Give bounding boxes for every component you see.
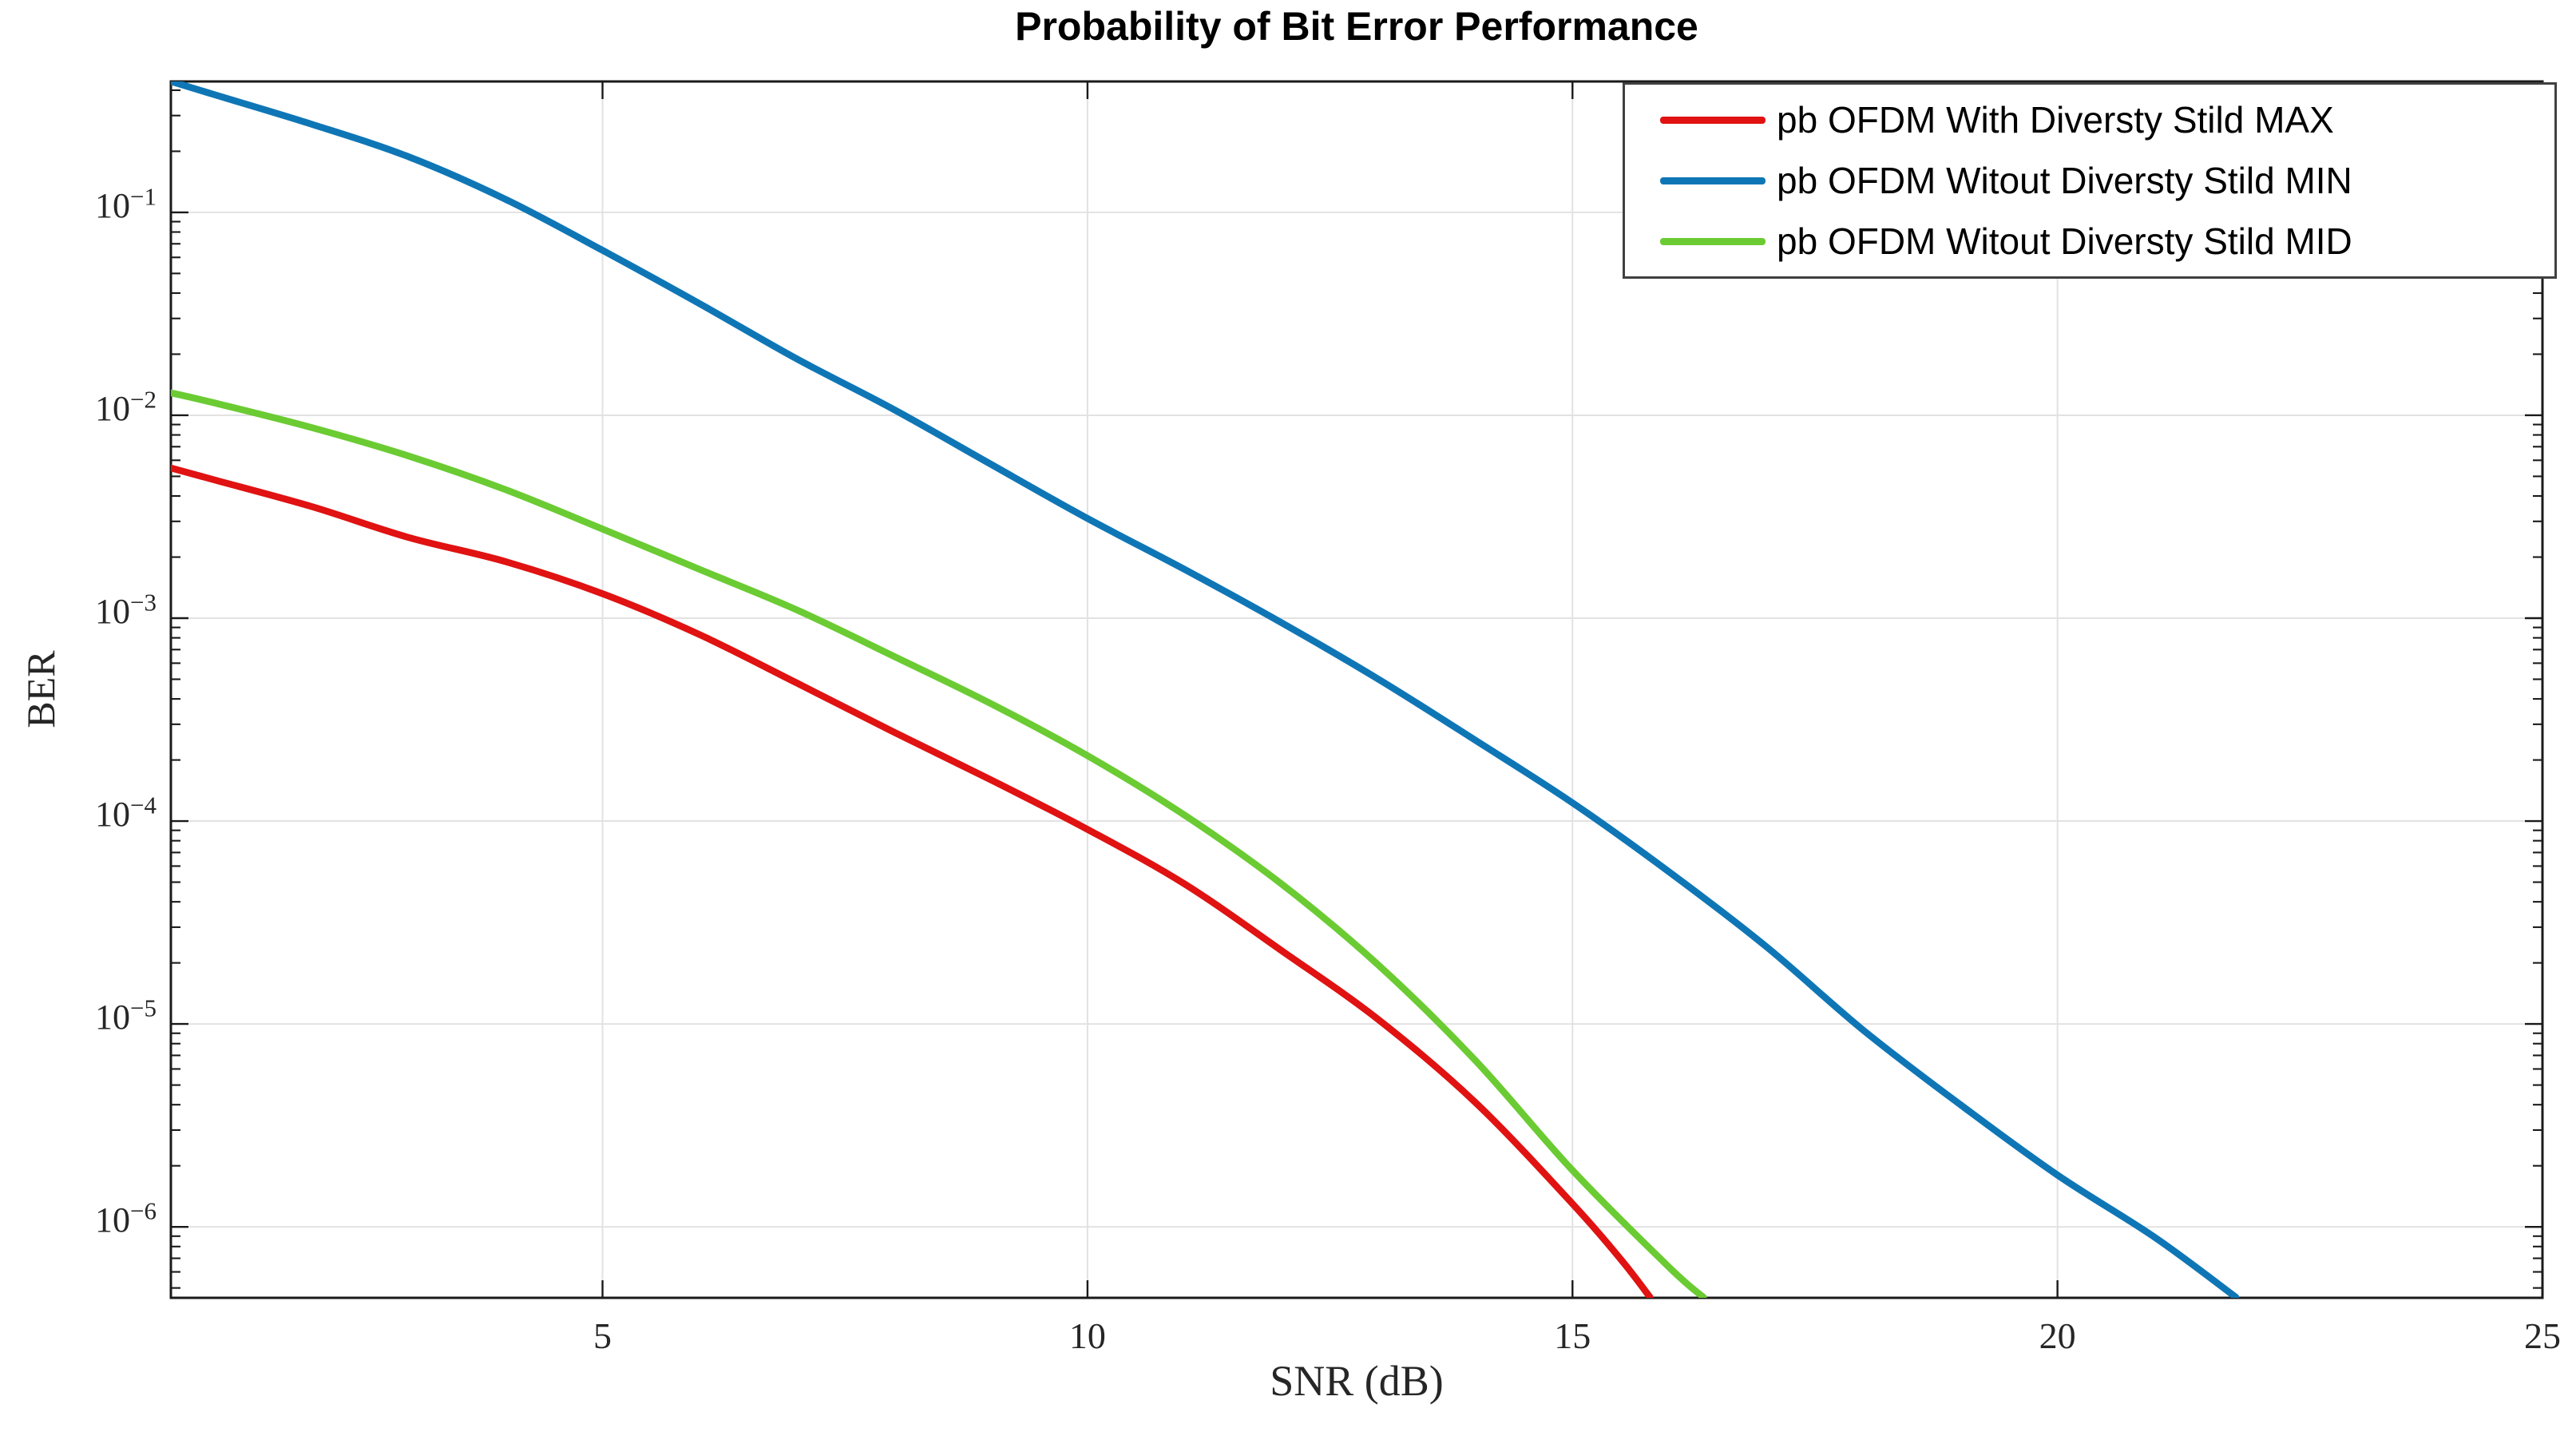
legend-label: pb OFDM Witout Diversty Stild MIN [1777, 160, 2352, 201]
x-tick-label: 20 [2039, 1315, 2076, 1356]
y-tick-label: 10−1 [95, 182, 157, 225]
x-tick-label: 15 [1554, 1315, 1591, 1356]
y-axis-label: BER [18, 650, 63, 728]
y-tick-label: 10−6 [95, 1196, 157, 1240]
legend-label: pb OFDM With Diversty Stild MAX [1777, 99, 2334, 141]
chart-title: Probability of Bit Error Performance [1015, 4, 1698, 49]
legend-item: pb OFDM With Diversty Stild MAX [1660, 90, 2554, 149]
y-tick-label: 10−4 [95, 791, 157, 835]
x-tick-label: 5 [593, 1315, 612, 1356]
legend: pb OFDM With Diversty Stild MAX pb OFDM W… [1623, 82, 2557, 279]
legend-item: pb OFDM Witout Diversty Stild MID [1660, 212, 2554, 271]
legend-line-sample [1660, 177, 1766, 184]
x-tick-label: 25 [2524, 1315, 2561, 1356]
x-tick-label: 10 [1068, 1315, 1106, 1356]
legend-line-sample [1660, 237, 1766, 245]
series-line-2 [171, 389, 1707, 1298]
axes-box [169, 80, 2544, 1299]
x-axis-label: SNR (dB) [1270, 1357, 1444, 1405]
series-line-1 [171, 81, 2240, 1298]
legend-item: pb OFDM Witout Diversty Stild MIN [1660, 151, 2554, 210]
legend-label: pb OFDM Witout Diversty Stild MID [1777, 220, 2352, 262]
legend-line-sample [1660, 116, 1766, 124]
y-tick-label: 10−5 [95, 994, 157, 1037]
y-tick-label: 10−3 [95, 588, 157, 631]
series-line-0 [171, 464, 1654, 1298]
y-tick-label: 10−2 [95, 385, 157, 428]
